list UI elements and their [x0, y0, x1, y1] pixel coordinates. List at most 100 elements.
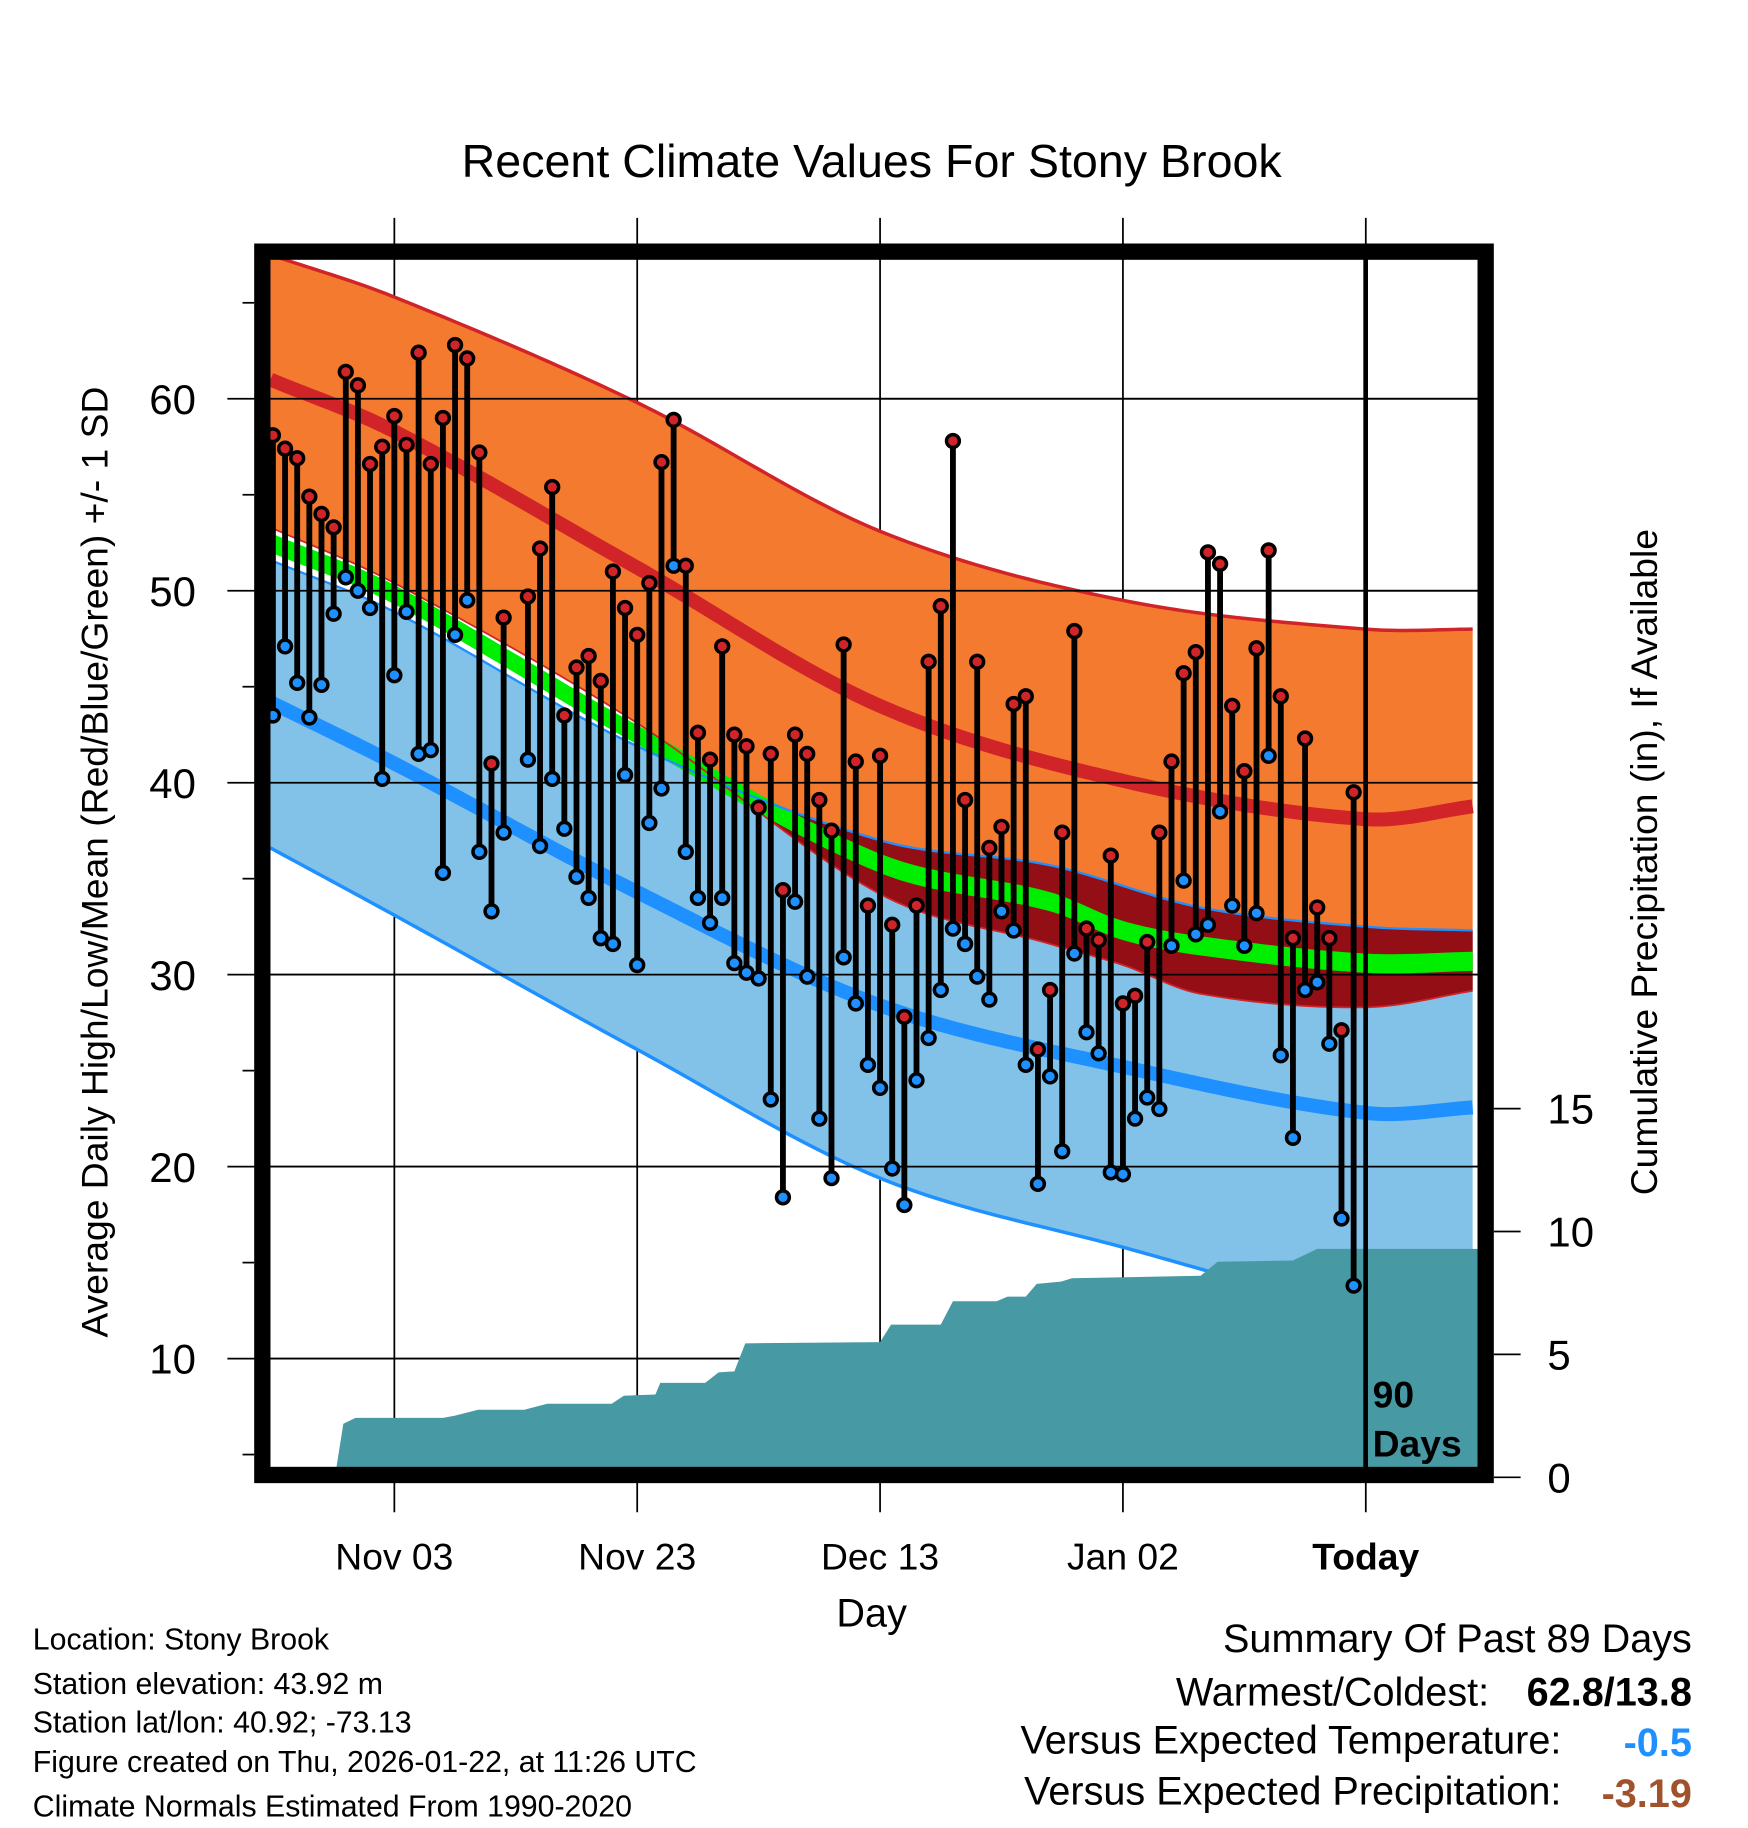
- low-point: [1090, 1045, 1107, 1062]
- high-point: [1260, 542, 1277, 559]
- high-point: [956, 791, 974, 809]
- low-point: [653, 780, 670, 797]
- low-point: [313, 676, 330, 693]
- precip-area: [336, 1248, 1478, 1468]
- low-point: [774, 1189, 792, 1206]
- summary-precip-label: Versus Expected Precipitation:: [1024, 1770, 1561, 1814]
- low-point: [932, 981, 949, 999]
- high-point: [738, 738, 755, 755]
- y-axis-label: Average Daily High/Low/Mean (Red/Blue/Gr…: [73, 387, 115, 1338]
- x-tick-label: Jan 02: [1067, 1535, 1179, 1577]
- low-point: [1296, 981, 1314, 999]
- high-point: [337, 363, 354, 381]
- high-point: [592, 672, 609, 690]
- high-point: [811, 791, 828, 809]
- low-point: [1017, 1056, 1034, 1074]
- window-label-number: 90: [1373, 1373, 1414, 1415]
- high-point: [1054, 824, 1071, 841]
- low-point: [1260, 747, 1277, 764]
- high-point: [471, 444, 488, 461]
- high-point: [1284, 930, 1302, 947]
- low-point: [908, 1072, 925, 1089]
- high-point: [1333, 1022, 1350, 1039]
- low-point: [701, 914, 719, 931]
- high-upper-line: [276, 258, 1473, 633]
- high-point: [556, 707, 573, 724]
- high-point: [270, 427, 282, 444]
- low-point: [616, 766, 634, 784]
- low-point: [459, 592, 476, 609]
- precip-area-group: [336, 1248, 1478, 1468]
- summary-warmest-value: 62.8/13.8: [1527, 1671, 1692, 1715]
- low-point: [762, 1091, 779, 1108]
- high-point: [604, 563, 622, 580]
- x-tick-label: Dec 13: [821, 1535, 939, 1577]
- high-point: [1236, 763, 1253, 780]
- plot-frame: [254, 243, 1494, 1484]
- low-point: [859, 1056, 877, 1074]
- high-point: [422, 455, 439, 473]
- low-point: [714, 889, 731, 907]
- low-point: [1005, 922, 1022, 939]
- y2-tick-label: 10: [1547, 1209, 1594, 1256]
- chart-title: Recent Climate Values For Stony Brook: [462, 135, 1283, 187]
- low-point: [446, 626, 464, 644]
- high-point: [1163, 753, 1180, 770]
- low-point: [1139, 1089, 1156, 1106]
- low-point: [1175, 872, 1192, 889]
- high-point: [349, 377, 367, 394]
- high-point: [1126, 987, 1144, 1004]
- high-point: [1041, 981, 1059, 999]
- high-point: [1139, 933, 1156, 951]
- low-point: [726, 954, 743, 972]
- low-point: [896, 1196, 913, 1214]
- high-point: [629, 626, 646, 644]
- high-point: [1114, 995, 1132, 1012]
- low-point: [1248, 905, 1265, 922]
- low-point: [1199, 916, 1217, 933]
- high-point: [1029, 1041, 1047, 1058]
- low-point: [270, 707, 282, 724]
- high-point: [932, 597, 949, 615]
- high-point: [689, 724, 707, 741]
- high-point: [519, 588, 537, 605]
- low-point: [1187, 926, 1204, 943]
- low-point: [495, 824, 512, 841]
- low-point: [301, 709, 318, 726]
- high-mean-line: [270, 373, 1474, 827]
- high-point: [920, 653, 937, 670]
- high-point: [969, 653, 986, 670]
- low-point: [386, 667, 403, 684]
- summary-precip-value: -3.19: [1602, 1772, 1692, 1816]
- high-point: [1321, 930, 1338, 947]
- low-point: [1345, 1277, 1362, 1294]
- y-tick-label: 60: [149, 376, 196, 423]
- low-point: [1309, 974, 1326, 991]
- low-point: [568, 868, 585, 885]
- high-point: [459, 350, 476, 367]
- high-point: [374, 438, 391, 455]
- low-point: [956, 935, 974, 953]
- high-point: [531, 540, 549, 557]
- low-point: [398, 603, 415, 621]
- low-point: [811, 1110, 828, 1127]
- info-normals: Climate Normals Estimated From 1990-2020: [33, 1790, 632, 1823]
- low-point: [1333, 1210, 1350, 1227]
- low-point: [1211, 803, 1229, 820]
- low-point: [374, 770, 391, 788]
- info-created: Figure created on Thu, 2026-01-22, at 11…: [33, 1746, 697, 1779]
- high-point: [750, 799, 767, 816]
- y-tick-label: 10: [149, 1336, 196, 1383]
- low-point: [1151, 1100, 1168, 1118]
- high-point: [276, 440, 294, 457]
- high-point: [726, 726, 743, 743]
- y-tick-label: 30: [149, 952, 196, 999]
- high-point: [544, 478, 561, 496]
- high-point: [908, 897, 925, 914]
- high-point: [847, 753, 864, 770]
- observations: [270, 336, 1362, 1294]
- high-point: [653, 453, 670, 471]
- info-latlon: Station lat/lon: 40.92; -73.13: [33, 1706, 412, 1739]
- low-point: [289, 674, 306, 692]
